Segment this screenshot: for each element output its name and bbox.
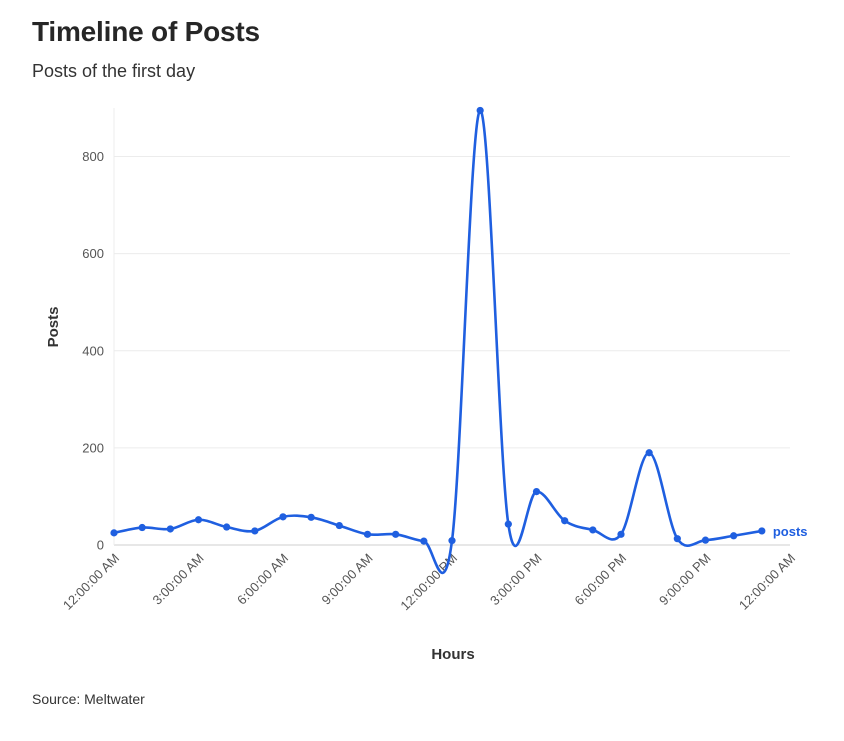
data-point[interactable]	[138, 523, 146, 532]
chart-subtitle: Posts of the first day	[32, 61, 196, 81]
data-point[interactable]	[363, 530, 372, 538]
data-point[interactable]	[561, 517, 569, 525]
y-tick-label: 600	[82, 246, 104, 261]
data-point[interactable]	[589, 526, 597, 534]
x-tick-label: 9:00:00 PM	[656, 551, 714, 609]
x-tick-label: 9:00:00 AM	[319, 551, 376, 608]
data-point[interactable]	[335, 521, 343, 530]
data-point[interactable]	[392, 530, 400, 538]
x-tick-label: 3:00:00 AM	[150, 551, 207, 608]
data-point[interactable]	[476, 106, 484, 115]
data-point[interactable]	[617, 530, 625, 538]
data-point[interactable]	[448, 537, 456, 545]
data-point[interactable]	[701, 536, 710, 544]
series-line-posts	[113, 109, 763, 575]
data-point[interactable]	[730, 532, 738, 540]
data-point[interactable]	[645, 449, 653, 457]
data-point[interactable]	[110, 529, 118, 537]
data-point[interactable]	[307, 513, 315, 521]
y-tick-label: 400	[82, 343, 104, 358]
series-label: posts	[773, 524, 808, 539]
data-point[interactable]	[504, 520, 512, 528]
data-point[interactable]	[194, 516, 203, 524]
x-axis-title: Hours	[431, 646, 474, 663]
chart-title: Timeline of Posts	[32, 16, 260, 47]
x-tick-label: 6:00:00 PM	[571, 551, 629, 609]
y-tick-label: 800	[82, 149, 104, 164]
x-tick-label: 12:00:00 AM	[60, 551, 122, 613]
data-point[interactable]	[758, 527, 766, 535]
data-point[interactable]	[279, 513, 287, 521]
data-point[interactable]	[532, 487, 541, 496]
data-point[interactable]	[251, 527, 259, 535]
y-tick-label: 0	[97, 538, 104, 553]
data-point[interactable]	[166, 525, 174, 533]
x-tick-label: 12:00:00 AM	[736, 551, 798, 613]
x-tick-label: 6:00:00 AM	[234, 551, 291, 608]
source-note: Source: Meltwater	[32, 691, 145, 707]
data-point[interactable]	[420, 537, 428, 545]
x-tick-label: 12:00:00 PM	[397, 551, 460, 614]
y-tick-label: 200	[82, 440, 104, 455]
data-point[interactable]	[223, 523, 231, 531]
y-axis-title: Posts	[45, 307, 62, 348]
x-tick-label: 3:00:00 PM	[487, 551, 545, 609]
data-point[interactable]	[673, 535, 681, 543]
